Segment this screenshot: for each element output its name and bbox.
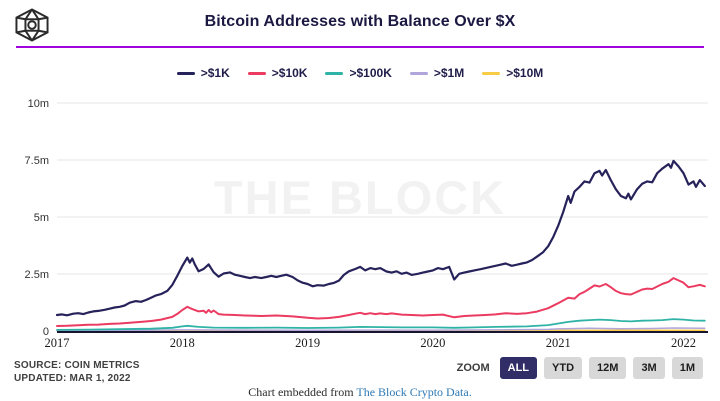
y-tick-label: 7.5m: [25, 155, 49, 167]
y-tick-label: 10m: [28, 98, 49, 110]
legend-label-1k: >$1K: [200, 66, 230, 80]
embed-note-prefix: Chart embedded from: [248, 385, 357, 399]
zoom-button-12m[interactable]: 12M: [589, 357, 627, 379]
series-line-1m: [56, 327, 706, 332]
zoom-button-ytd[interactable]: YTD: [544, 357, 583, 379]
legend-item-1k[interactable]: >$1K: [176, 66, 230, 80]
legend-item-10m[interactable]: >$10M: [482, 66, 543, 80]
chart-area[interactable]: THE BLOCK 0 2.5m 5m 7.5m 10m 2017 2018 2019 2020…: [0, 94, 720, 352]
header-divider: [16, 46, 704, 48]
source-note: SOURCE: COIN METRICS UPDATED: MAR 1, 202…: [14, 359, 140, 385]
watermark-text: THE BLOCK: [213, 171, 507, 224]
legend-item-10k[interactable]: >$10K: [247, 66, 308, 80]
x-tick-label: 2018: [170, 336, 195, 350]
legend-item-1m[interactable]: >$1M: [409, 66, 465, 80]
x-tick-label: 2019: [295, 336, 320, 350]
legend-swatch-10k: [247, 71, 266, 75]
legend-swatch-1k: [176, 71, 195, 75]
embed-note: Chart embedded from The Block Crypto Dat…: [0, 385, 720, 400]
legend-label-100k: >$100K: [349, 66, 392, 80]
y-tick-label: 0: [43, 326, 49, 338]
x-tick-label: 2021: [546, 336, 571, 350]
series-line-100k: [56, 318, 706, 331]
zoom-button-all[interactable]: ALL: [499, 357, 538, 379]
x-tick-label: 2022: [671, 336, 696, 350]
updated-line: UPDATED: MAR 1, 2022: [14, 373, 131, 384]
the-block-logo-icon[interactable]: [14, 7, 50, 43]
legend-swatch-10m: [482, 71, 501, 75]
legend-label-10k: >$10K: [271, 66, 308, 80]
series-line-10k: [56, 277, 706, 327]
source-line: SOURCE: COIN METRICS: [14, 360, 140, 371]
zoom-label: ZOOM: [456, 362, 490, 374]
x-tick-label: 2017: [45, 336, 70, 350]
y-tick-label: 5m: [34, 212, 49, 224]
x-tick-label: 2020: [420, 336, 445, 350]
page-title: Bitcoin Addresses with Balance Over $X: [204, 13, 516, 30]
legend-swatch-100k: [325, 71, 344, 75]
y-tick-label: 2.5m: [25, 269, 49, 281]
legend-label-10m: >$10M: [506, 66, 544, 80]
embed-source-link[interactable]: The Block Crypto Data.: [356, 385, 472, 399]
series-line-1k: [55, 159, 706, 317]
zoom-toolbar: ZOOM ALL YTD 12M 3M 1M: [457, 357, 703, 379]
chart-legend: >$1K >$10K >$100K >$1M >$10M: [0, 66, 720, 80]
legend-swatch-1m: [409, 71, 428, 75]
chart-svg: 0 2.5m 5m 7.5m 10m 2017 2018 2019 2020 2021 2022: [25, 98, 708, 350]
legend-item-100k[interactable]: >$100K: [325, 66, 392, 80]
legend-label-1m: >$1M: [433, 66, 465, 80]
zoom-button-3m[interactable]: 3M: [633, 357, 665, 379]
zoom-button-1m[interactable]: 1M: [671, 357, 703, 379]
